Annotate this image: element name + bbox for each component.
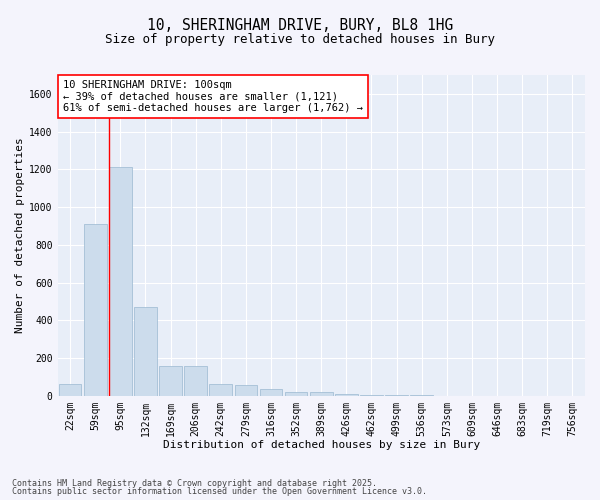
Bar [285,392,307,396]
Text: 10, SHERINGHAM DRIVE, BURY, BL8 1HG: 10, SHERINGHAM DRIVE, BURY, BL8 1HG [147,18,453,32]
Y-axis label: Number of detached properties: Number of detached properties [15,138,25,333]
Bar [385,395,408,396]
Bar [209,384,232,396]
Text: Size of property relative to detached houses in Bury: Size of property relative to detached ho… [105,32,495,46]
Bar [235,386,257,396]
Bar [159,366,182,396]
X-axis label: Distribution of detached houses by size in Bury: Distribution of detached houses by size … [163,440,480,450]
Bar [260,388,283,396]
Bar [184,366,207,396]
Text: 10 SHERINGHAM DRIVE: 100sqm
← 39% of detached houses are smaller (1,121)
61% of : 10 SHERINGHAM DRIVE: 100sqm ← 39% of det… [63,80,363,113]
Bar [134,307,157,396]
Bar [59,384,82,396]
Text: Contains public sector information licensed under the Open Government Licence v3: Contains public sector information licen… [12,487,427,496]
Bar [109,168,131,396]
Bar [84,224,107,396]
Bar [310,392,332,396]
Bar [335,394,358,396]
Text: Contains HM Land Registry data © Crown copyright and database right 2025.: Contains HM Land Registry data © Crown c… [12,478,377,488]
Bar [360,394,383,396]
